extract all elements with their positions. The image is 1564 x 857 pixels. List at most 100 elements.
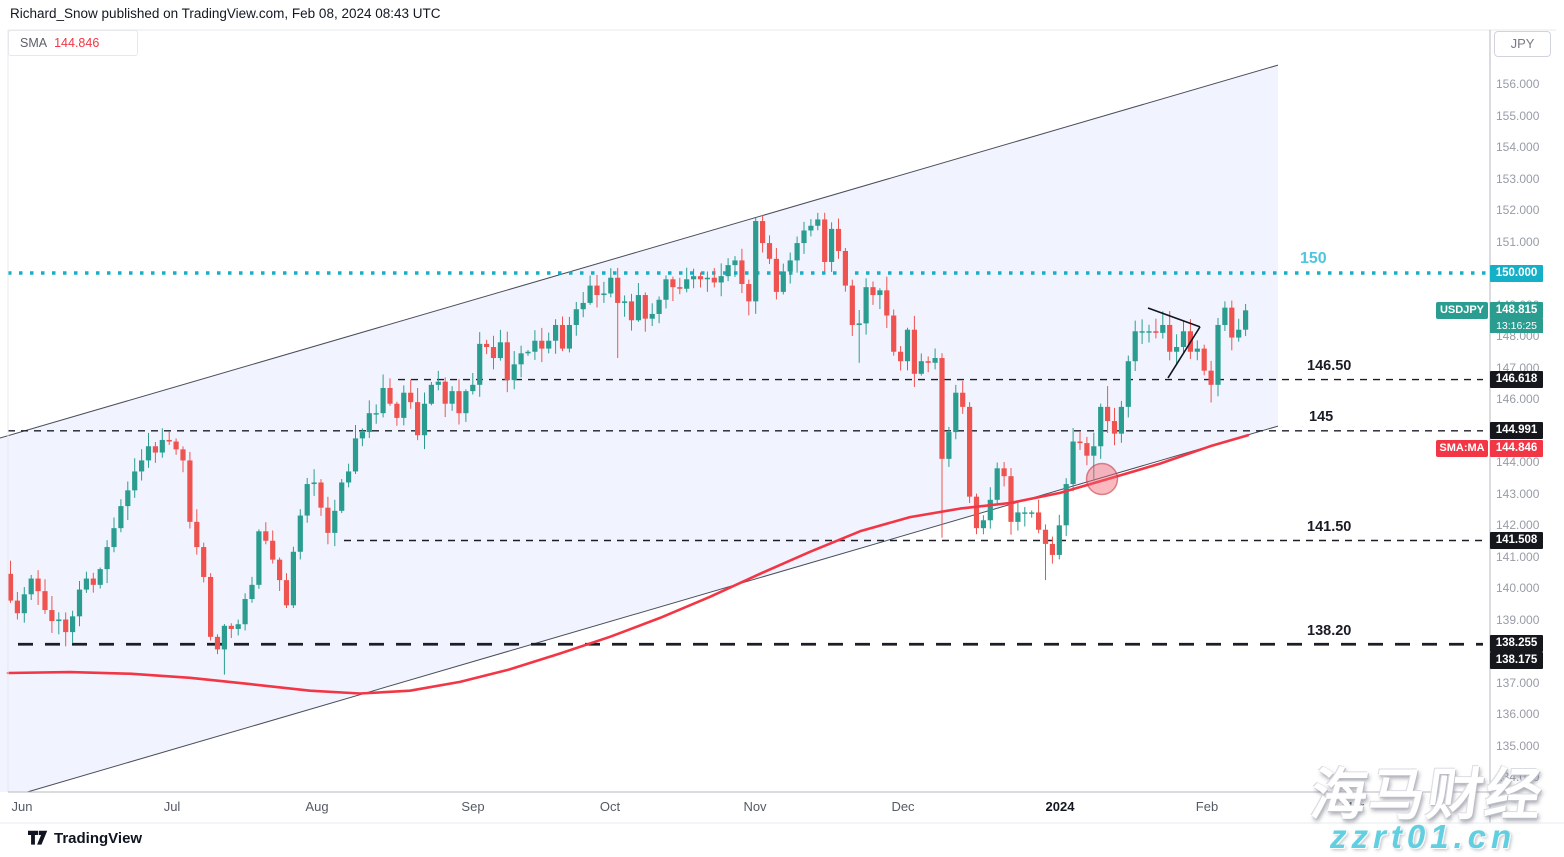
- time-axis-label-Aug: Aug: [305, 799, 329, 814]
- last-price-badge: 148.815: [1490, 301, 1543, 319]
- candle-body: [808, 225, 814, 231]
- candle-body: [980, 520, 986, 529]
- trend-channel-fill: [0, 65, 1278, 793]
- candle-body: [152, 446, 158, 453]
- candle-body: [656, 299, 662, 314]
- candle-body: [511, 364, 517, 381]
- candle-body: [1174, 347, 1180, 352]
- candle-body: [21, 594, 27, 614]
- candle-body: [428, 384, 434, 404]
- price-badge-138.255: 138.255: [1490, 634, 1543, 652]
- candle-body: [90, 578, 96, 585]
- candle-body: [877, 290, 883, 296]
- candle-body: [194, 521, 200, 548]
- candle-body: [352, 438, 359, 472]
- price-tick-label: 146.000: [1496, 392, 1540, 406]
- candle-body: [132, 471, 138, 491]
- price-tick-label: 154.000: [1496, 140, 1540, 154]
- level-label-145: 145: [1309, 409, 1334, 426]
- candle-body: [622, 301, 628, 303]
- candle-body: [684, 279, 690, 289]
- candle-body: [63, 619, 69, 633]
- candle-body: [180, 449, 186, 461]
- candle-body: [111, 528, 117, 548]
- candle-body: [822, 219, 828, 262]
- candle-body: [960, 392, 966, 407]
- candle-body: [718, 276, 724, 283]
- trend-channel-upper-line: [0, 64, 1279, 439]
- candle-body: [70, 616, 76, 633]
- candle-body: [973, 496, 980, 529]
- candle-body: [691, 276, 697, 280]
- candle-body: [1015, 512, 1021, 522]
- candle-body: [739, 260, 745, 285]
- candle-body: [270, 540, 276, 560]
- level-label-146.50: 146.50: [1307, 358, 1352, 375]
- candle-body: [346, 471, 352, 483]
- currency-unit-button[interactable]: JPY: [1494, 31, 1551, 57]
- candle-body: [1084, 443, 1090, 456]
- price-tick-label: 153.000: [1496, 171, 1540, 186]
- candle-body: [1063, 484, 1069, 526]
- candle-body: [359, 432, 365, 439]
- tradingview-brand-link[interactable]: TradingView: [28, 830, 142, 847]
- candle-body: [311, 482, 317, 485]
- candle-body: [946, 432, 952, 459]
- candle-body: [801, 230, 807, 244]
- candle-body: [891, 315, 897, 352]
- candle-body: [249, 584, 255, 600]
- candle-body: [815, 219, 821, 226]
- candle-body: [884, 290, 890, 316]
- candle-body: [1056, 525, 1062, 555]
- candle-body: [1222, 307, 1228, 325]
- candle-body: [332, 510, 338, 533]
- candle-body: [615, 277, 621, 303]
- candle-body: [1077, 441, 1083, 444]
- time-axis-label-Jun: Jun: [11, 799, 33, 814]
- candle-body: [1098, 406, 1104, 447]
- candle-body: [856, 323, 862, 325]
- candle-body: [670, 279, 676, 288]
- time-axis-label-Oct: Oct: [599, 799, 621, 814]
- candle-body: [532, 340, 538, 352]
- candle-body: [1042, 529, 1049, 544]
- price-tick-label: 156.000: [1496, 77, 1540, 91]
- candle-body: [594, 285, 600, 296]
- time-axis-label-Jul: Jul: [163, 799, 181, 814]
- candle-body: [208, 576, 214, 637]
- candle-body: [746, 284, 752, 302]
- candle-body: [911, 329, 917, 374]
- indicator-name: SMA: [20, 36, 48, 50]
- candle-body: [1118, 406, 1124, 434]
- candle-body: [663, 279, 669, 300]
- candle-body: [518, 353, 524, 365]
- candle-body: [870, 287, 876, 296]
- candle-body: [401, 392, 407, 418]
- candle-body: [842, 250, 848, 286]
- candle-body: [898, 351, 904, 362]
- candle-body: [649, 313, 655, 319]
- candle-body: [42, 591, 48, 611]
- candle-body: [1236, 329, 1242, 338]
- candle-body: [28, 578, 34, 595]
- candle-body: [463, 391, 469, 414]
- candle-body: [373, 413, 379, 415]
- candle-body: [559, 324, 566, 349]
- candle-body: [56, 619, 62, 622]
- time-axis-label-Mar: Mar: [1341, 799, 1365, 814]
- candle-body: [573, 309, 579, 325]
- candle-body: [1036, 512, 1042, 530]
- candle-body: [484, 343, 490, 348]
- candle-body: [1180, 331, 1187, 348]
- price-tick-label: 137.000: [1496, 675, 1540, 690]
- sma-retest-highlight-circle: [1085, 462, 1119, 496]
- candle-body: [918, 361, 924, 374]
- price-badge-144.991: 144.991: [1490, 422, 1543, 440]
- candle-body: [104, 547, 110, 570]
- candle-body: [139, 460, 145, 472]
- candle-body: [553, 324, 559, 341]
- candle-body: [628, 301, 635, 321]
- candle-body: [166, 439, 172, 442]
- candle-body: [1091, 446, 1097, 456]
